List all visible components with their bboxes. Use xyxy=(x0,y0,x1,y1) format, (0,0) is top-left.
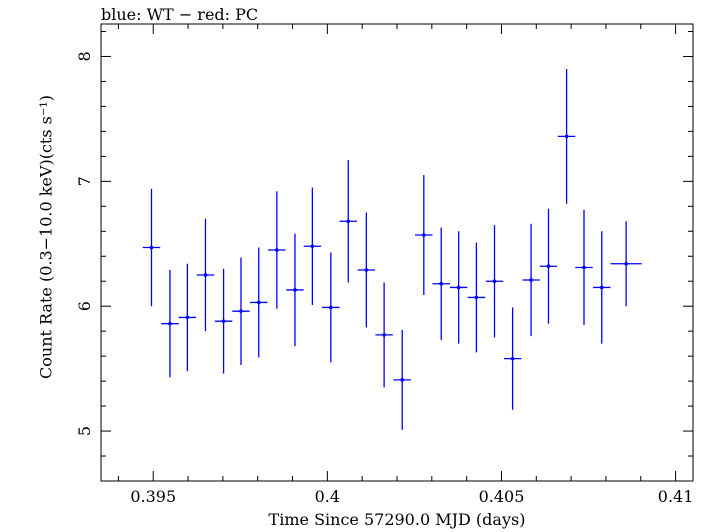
data-point xyxy=(439,281,444,286)
data-point xyxy=(582,265,586,270)
x-tick-label: 0.395 xyxy=(130,487,176,506)
data-point xyxy=(293,288,297,292)
x-tick-label: 0.4 xyxy=(315,487,340,506)
data-point xyxy=(364,268,369,272)
data-point xyxy=(203,273,208,277)
data-point xyxy=(456,285,461,290)
data-point xyxy=(624,261,628,266)
data-point xyxy=(239,309,243,313)
chart-title: blue: WT − red: PC xyxy=(101,5,259,24)
data-point xyxy=(346,219,351,224)
data-point xyxy=(256,300,261,305)
data-point xyxy=(510,356,515,361)
data-point xyxy=(400,378,405,382)
data-point xyxy=(310,244,315,249)
y-tick-label: 6 xyxy=(75,301,94,311)
x-tick-label: 0.41 xyxy=(658,487,694,506)
y-axis-label: Count Rate (0.3−10.0 keV)(cts s⁻¹) xyxy=(36,95,56,379)
y-tick-label: 5 xyxy=(75,426,94,436)
x-axis-label: Time Since 57290.0 MJD (days) xyxy=(268,510,526,529)
plot-frame xyxy=(100,23,694,482)
data-point xyxy=(382,333,386,337)
y-tick-label: 8 xyxy=(75,51,94,61)
data-point xyxy=(546,264,551,269)
data-point xyxy=(221,319,226,323)
data-point xyxy=(599,285,604,290)
data-point xyxy=(185,315,190,320)
data-point xyxy=(529,278,533,282)
data-point xyxy=(564,134,569,139)
data-point xyxy=(149,245,154,250)
data-point xyxy=(329,305,333,310)
data-point xyxy=(275,248,279,252)
x-tick-label: 0.405 xyxy=(479,487,525,506)
data-point xyxy=(422,233,426,237)
data-point xyxy=(168,321,172,326)
y-tick-label: 7 xyxy=(75,176,94,186)
data-point xyxy=(492,279,497,284)
data-point xyxy=(474,295,479,300)
